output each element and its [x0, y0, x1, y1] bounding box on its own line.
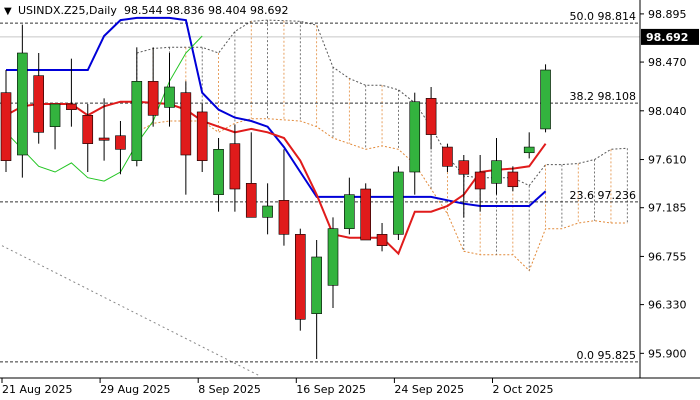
- candle-bullish: [49, 103, 61, 127]
- chart-symbol: USINDX.Z25,Daily: [18, 4, 117, 17]
- y-tick-label: 97.185: [648, 202, 687, 215]
- y-tick-label: 96.330: [648, 299, 687, 312]
- chart-menu-icon[interactable]: ▼: [4, 6, 12, 17]
- candle-bullish: [164, 86, 175, 108]
- candle-bearish: [115, 135, 126, 150]
- candle-bearish: [278, 200, 290, 235]
- candle-bullish: [491, 160, 502, 184]
- candle-bearish: [98, 137, 110, 141]
- x-tick-label: 2 Oct 2025: [493, 383, 554, 396]
- current-price-tag: [641, 28, 699, 45]
- current-price-label: 98.692: [646, 31, 688, 44]
- candle-bullish: [344, 194, 355, 229]
- indicator-line-blue: [6, 16, 547, 207]
- fib-label-0.0: 0.0 95.825: [577, 349, 636, 362]
- candle-bearish: [442, 146, 453, 167]
- candle-bearish: [196, 111, 208, 161]
- x-tick-label: 8 Sep 2025: [198, 383, 261, 396]
- y-tick-label: 98.040: [648, 105, 687, 118]
- candle-bearish: [474, 171, 486, 190]
- candle-bearish: [376, 234, 388, 246]
- candle-bearish: [507, 171, 519, 188]
- y-tick-label: 98.470: [648, 56, 687, 69]
- y-tick-label: 95.900: [648, 347, 687, 360]
- x-tick-label: 21 Aug 2025: [2, 383, 72, 396]
- candle-bearish: [458, 160, 470, 175]
- x-tick-label: 29 Aug 2025: [100, 383, 170, 396]
- candle-bullish: [262, 205, 273, 218]
- candle-bullish: [393, 171, 404, 235]
- y-tick-label: 98.895: [648, 8, 687, 21]
- candle-bearish: [180, 92, 192, 156]
- candle-bullish: [409, 101, 421, 173]
- x-tick-label: 24 Sep 2025: [394, 383, 464, 396]
- indicator-line-red: [5, 100, 547, 256]
- candle-bearish: [294, 234, 306, 320]
- fib-label-50.0: 50.0 98.814: [570, 10, 636, 23]
- candle-bullish: [311, 256, 322, 314]
- candle-bullish: [17, 52, 28, 156]
- candle-bullish: [213, 149, 224, 195]
- candle-bearish: [66, 103, 77, 110]
- candle-bearish: [33, 75, 45, 133]
- candle-bearish: [425, 98, 437, 135]
- candle-bullish: [540, 69, 551, 130]
- chart-ohlc: 98.544 98.836 98.404 98.692: [124, 4, 288, 17]
- trend-line: [1, 245, 261, 377]
- candle-bearish: [0, 92, 12, 161]
- y-tick-label: 97.610: [648, 154, 687, 167]
- candle-bullish: [523, 146, 535, 154]
- candle-bearish: [229, 143, 241, 190]
- candle-bearish: [245, 183, 257, 218]
- candle-bullish: [131, 81, 143, 161]
- x-tick-label: 16 Sep 2025: [296, 383, 366, 396]
- fib-label-23.6: 23.6 97.236: [570, 189, 636, 202]
- fib-label-38.2: 38.2 98.108: [570, 90, 636, 103]
- candle-bearish: [360, 188, 372, 241]
- candle-bearish: [147, 81, 159, 116]
- candle-bearish: [82, 115, 94, 144]
- y-tick-label: 96.755: [648, 250, 687, 263]
- candle-bullish: [327, 228, 339, 286]
